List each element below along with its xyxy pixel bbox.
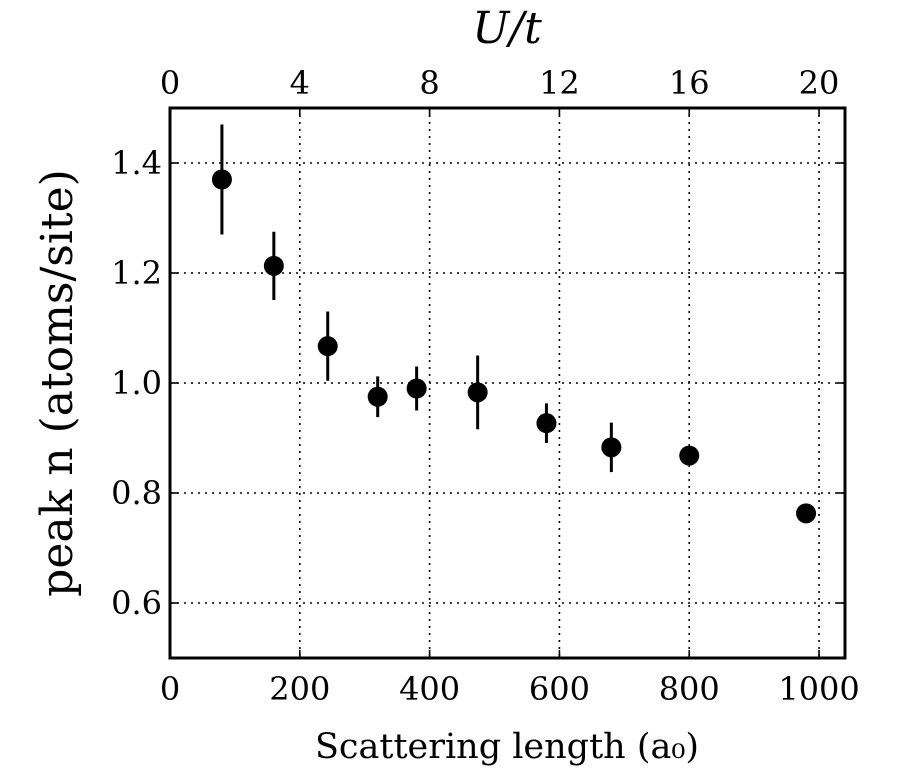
data-point <box>406 378 427 399</box>
top-tick-label: 12 <box>539 64 580 102</box>
data-point <box>796 503 817 524</box>
data-point <box>211 169 232 190</box>
y-tick-label: 1.4 <box>111 144 162 182</box>
x-axis-title: Scattering length (a₀) <box>315 727 699 767</box>
data-point <box>536 413 557 434</box>
x-tick-label: 1000 <box>778 670 859 708</box>
data-point <box>367 386 388 407</box>
grid <box>170 108 845 658</box>
data-point <box>679 445 700 466</box>
y-tick-label: 0.8 <box>111 474 162 512</box>
y-tick-label: 1.2 <box>111 254 162 292</box>
y-axis-title: peak n (atoms/site) <box>32 169 83 597</box>
y-tick-label: 1.0 <box>111 364 162 402</box>
data-points <box>211 124 817 524</box>
x-tick-label: 0 <box>160 670 180 708</box>
top-axis-title: U/t <box>472 3 542 54</box>
x-tick-label: 200 <box>269 670 330 708</box>
top-tick-label: 20 <box>799 64 840 102</box>
top-tick-labels: 0 4 8 12 16 20 <box>160 64 840 102</box>
data-point <box>601 437 622 458</box>
plot-frame <box>168 106 847 660</box>
data-point <box>467 382 488 403</box>
data-point <box>317 336 338 357</box>
x-tick-label: 800 <box>659 670 720 708</box>
top-tick-label: 8 <box>419 64 439 102</box>
x-tick-label: 400 <box>399 670 460 708</box>
top-tick-label: 16 <box>669 64 710 102</box>
y-tick-labels: 0.6 0.8 1.0 1.2 1.4 <box>111 144 162 622</box>
top-tick-label: 0 <box>160 64 180 102</box>
x-tick-labels: 0 200 400 600 800 1000 <box>160 670 860 708</box>
y-tick-label: 0.6 <box>111 584 162 622</box>
x-tick-label: 600 <box>529 670 590 708</box>
data-point <box>263 255 284 276</box>
top-tick-label: 4 <box>290 64 310 102</box>
